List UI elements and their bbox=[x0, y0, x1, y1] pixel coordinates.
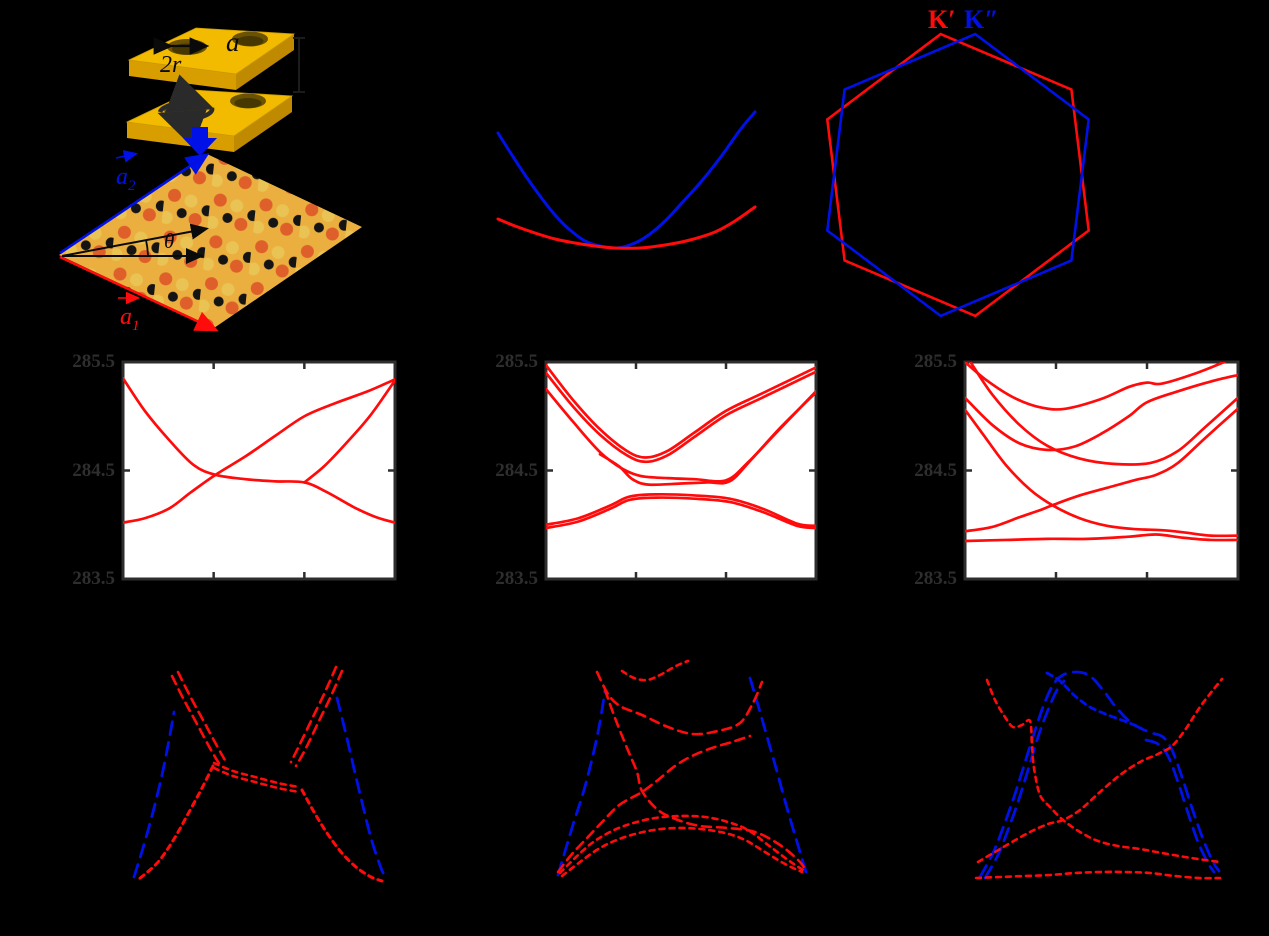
band-curve bbox=[546, 363, 816, 459]
band-curve bbox=[132, 710, 176, 879]
band-curve bbox=[496, 110, 757, 250]
band-curve bbox=[556, 734, 752, 874]
y-tick-label: 284.5 bbox=[72, 459, 115, 481]
bands-medium-twist bbox=[544, 360, 818, 581]
band-curve bbox=[598, 391, 816, 487]
lattice-constant-label: a bbox=[226, 27, 240, 57]
folded-bands-1 bbox=[132, 665, 388, 883]
bands-small-twist bbox=[121, 360, 397, 581]
lower-slab-hole-right-shadow bbox=[234, 98, 262, 108]
y-tick-label: 285.5 bbox=[495, 351, 538, 372]
thickness-indicator bbox=[293, 37, 305, 93]
band-curve bbox=[335, 696, 388, 880]
band-curve bbox=[176, 670, 228, 764]
theta-rotated-line bbox=[61, 223, 209, 257]
moire-lattice bbox=[59, 153, 362, 332]
band-curve bbox=[965, 533, 1238, 543]
stack-down-arrow-icon bbox=[183, 127, 217, 156]
band-curve bbox=[123, 376, 395, 524]
brillouin-zone-overlay bbox=[825, 32, 1091, 318]
band-curve bbox=[985, 678, 1222, 864]
band-curve bbox=[123, 378, 395, 524]
band-curve bbox=[303, 379, 395, 484]
band-curve bbox=[965, 407, 1238, 533]
y-tick-label: 285.5 bbox=[914, 351, 957, 372]
y-tick-label: 283.5 bbox=[914, 568, 957, 589]
bilayer-slab-schematic: a 2r θ a2 a1 bbox=[59, 27, 362, 334]
theta-arc bbox=[145, 239, 149, 257]
lower-slab-side-face bbox=[234, 96, 292, 152]
band-curve bbox=[983, 679, 1066, 880]
band-curve bbox=[976, 677, 1224, 864]
band-curve bbox=[546, 496, 816, 530]
chart-layers bbox=[121, 32, 1240, 883]
dispersion-overlay bbox=[496, 110, 757, 250]
tick-marks bbox=[965, 362, 1238, 579]
band-curve bbox=[546, 370, 816, 464]
a2-vector-arrow bbox=[59, 153, 210, 255]
band-curve bbox=[560, 826, 804, 878]
band-curve bbox=[212, 766, 301, 794]
band-curve bbox=[620, 659, 690, 682]
folded-bands-2 bbox=[556, 659, 808, 878]
bands-large-twist bbox=[963, 360, 1240, 581]
k-prime-label: K′ bbox=[928, 5, 956, 34]
band-curve bbox=[134, 764, 215, 883]
moire-parallelogram bbox=[59, 154, 362, 328]
bz-layer1 bbox=[825, 32, 1091, 318]
band-curve bbox=[300, 788, 384, 883]
tick-marks bbox=[123, 362, 395, 579]
band-curve bbox=[1144, 738, 1216, 874]
band-curve bbox=[974, 870, 1222, 880]
band-curve bbox=[965, 373, 1238, 452]
band-curve bbox=[496, 205, 757, 250]
svg-text:a1: a1 bbox=[120, 304, 140, 334]
band-curve bbox=[294, 669, 344, 768]
band-curve bbox=[1045, 671, 1143, 730]
upper-slab-side-face bbox=[236, 34, 294, 90]
folded-bands-3 bbox=[974, 670, 1224, 880]
y-tick-label: 285.5 bbox=[72, 351, 115, 372]
band-curve bbox=[546, 492, 816, 528]
band-curve bbox=[969, 362, 1238, 466]
svg-text:a2: a2 bbox=[116, 164, 136, 194]
band-curve bbox=[978, 670, 1221, 879]
band-curve bbox=[965, 362, 1226, 411]
y-tick-label: 283.5 bbox=[495, 568, 538, 589]
y-tick-label: 284.5 bbox=[914, 459, 957, 481]
upper-slab bbox=[127, 27, 296, 90]
tick-marks bbox=[546, 362, 816, 579]
hole-diameter-label: 2r bbox=[160, 52, 182, 78]
a1-vector-label: a1 bbox=[118, 291, 141, 334]
plot-frame bbox=[544, 360, 818, 581]
a2-vector-label: a2 bbox=[115, 150, 139, 194]
bz-layer2 bbox=[825, 32, 1091, 318]
band-curve bbox=[558, 814, 805, 875]
plot-frame bbox=[121, 360, 397, 581]
band-curve bbox=[965, 408, 1238, 538]
band-curve bbox=[595, 670, 764, 736]
y-tick-label: 283.5 bbox=[72, 568, 115, 589]
upper-slab-hole-right-shadow bbox=[236, 36, 264, 46]
rotation-arrow-icon bbox=[157, 74, 215, 148]
band-curve bbox=[212, 761, 301, 789]
band-curve bbox=[603, 688, 808, 874]
band-curve bbox=[748, 676, 808, 874]
twist-angle-label: θ bbox=[164, 229, 174, 253]
k-double-prime-label: K″ bbox=[964, 5, 999, 34]
band-curve bbox=[170, 674, 222, 767]
band-curve bbox=[556, 688, 607, 877]
band-curve bbox=[289, 665, 338, 764]
y-tick-label: 284.5 bbox=[495, 459, 538, 481]
